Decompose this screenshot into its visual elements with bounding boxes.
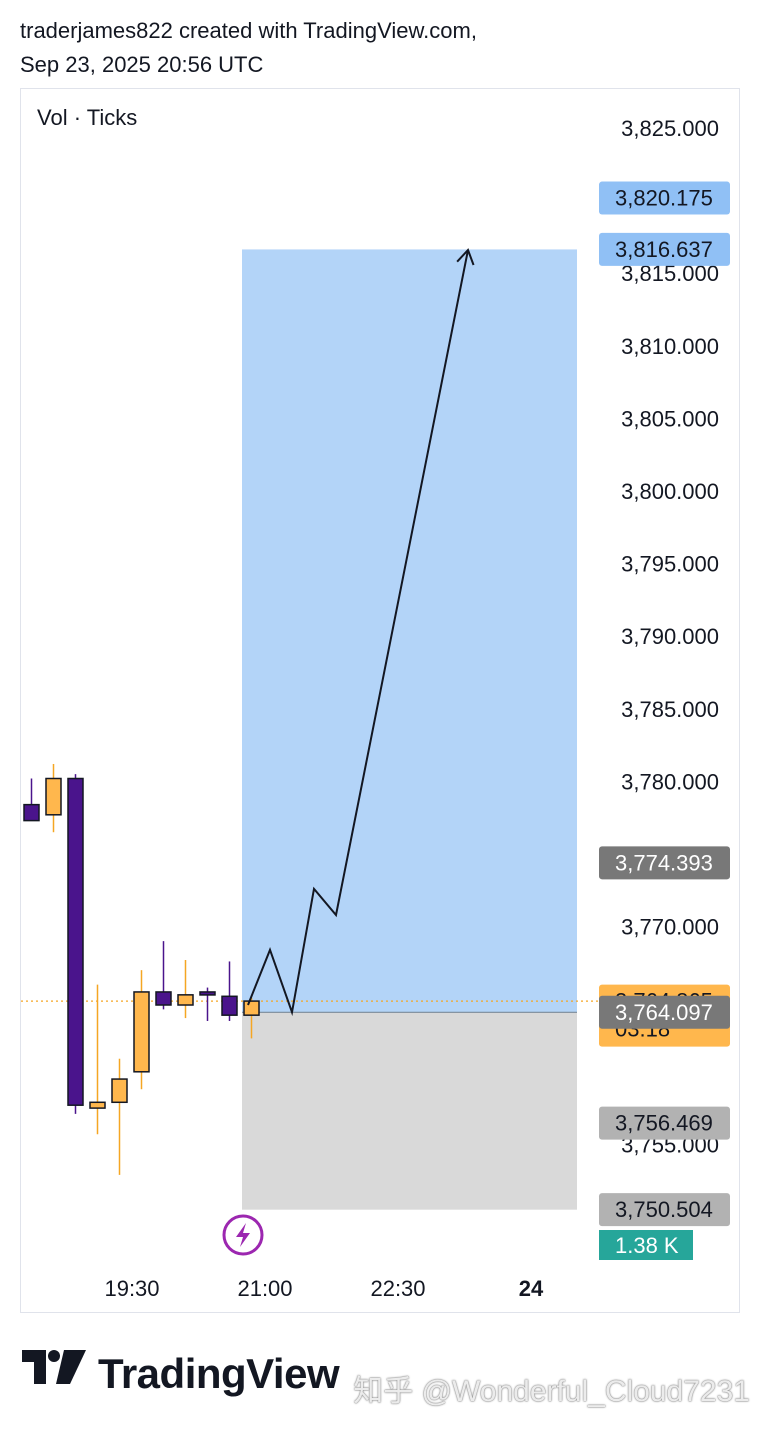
volume-indicator-label[interactable]: Vol · Ticks xyxy=(37,105,138,130)
candle-body xyxy=(243,1000,260,1016)
candle-body xyxy=(67,777,84,1106)
chart-panel[interactable]: 3,825.000 3,815.000 3,810.000 3,805.000 3,80… xyxy=(20,88,740,1313)
tradingview-brand: TradingView xyxy=(98,1350,340,1397)
chart-header: traderjames822 created with TradingView.… xyxy=(20,14,477,82)
x-tick-label: 22:30 xyxy=(370,1276,425,1301)
y-tick-label: 3,785.000 xyxy=(621,697,719,722)
lightning-icon xyxy=(222,1214,264,1256)
candle-body xyxy=(89,1101,106,1109)
price-label-text: 3,756.469 xyxy=(615,1111,713,1136)
y-tick-label: 3,780.000 xyxy=(621,769,719,794)
price-label-box xyxy=(599,846,730,880)
author-line: traderjames822 created with TradingView.… xyxy=(20,18,477,43)
y-tick-label: 3,795.000 xyxy=(621,552,719,577)
price-label-text: 3,750.504 xyxy=(615,1197,713,1222)
projection-path xyxy=(247,249,469,1017)
candle-body xyxy=(199,991,216,996)
price-label-text: 3,774.393 xyxy=(615,850,713,875)
volume-label-box xyxy=(599,1230,693,1260)
watermark: 知乎 @Wonderful_Cloud7231 xyxy=(353,1375,750,1408)
candle-body xyxy=(111,1078,128,1104)
candle-body xyxy=(155,991,172,1006)
y-tick-label: 3,825.000 xyxy=(621,116,719,141)
stop-zone xyxy=(242,1012,577,1210)
price-label-box xyxy=(599,1106,730,1140)
price-label-box xyxy=(599,181,730,215)
price-label-text: 3,820.175 xyxy=(615,186,713,211)
target-zone xyxy=(242,249,577,1013)
y-tick-label: 3,805.000 xyxy=(621,406,719,431)
tradingview-logo-icon xyxy=(22,1350,86,1384)
price-label-box xyxy=(599,995,730,1029)
x-tick-label: 19:30 xyxy=(104,1276,159,1301)
candle-body xyxy=(45,777,62,816)
price-label-box xyxy=(599,232,730,266)
volume-label-text: 1.38 K xyxy=(615,1233,679,1258)
y-tick-label: 3,800.000 xyxy=(621,479,719,504)
timestamp-line: Sep 23, 2025 20:56 UTC xyxy=(20,52,264,77)
x-tick-label: 24 xyxy=(519,1276,544,1301)
y-tick-label: 3,790.000 xyxy=(621,624,719,649)
candle-body xyxy=(221,995,238,1016)
candle-body xyxy=(133,991,150,1073)
lightning-bolt xyxy=(236,1223,250,1247)
projection-arrowhead xyxy=(456,248,475,266)
x-tick-label: 21:00 xyxy=(237,1276,292,1301)
price-label-text: 3,816.637 xyxy=(615,237,713,262)
price-label-box xyxy=(599,1193,730,1227)
y-tick-label: 3,810.000 xyxy=(621,334,719,359)
y-tick-label: 3,770.000 xyxy=(621,915,719,940)
candle-body xyxy=(177,994,194,1006)
price-chart[interactable]: 3,825.0003,815.0003,810.0003,805.0003,80… xyxy=(21,89,740,1313)
candle-body xyxy=(23,803,40,822)
price-label-text: 3,764.097 xyxy=(615,1000,713,1025)
